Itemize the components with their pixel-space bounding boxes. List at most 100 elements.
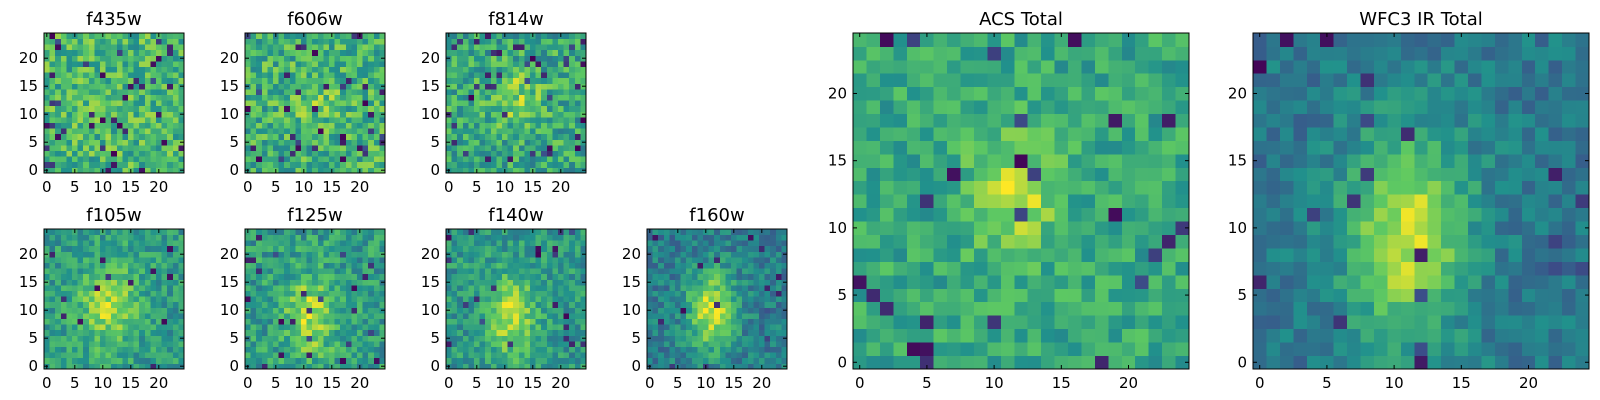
heatmap-cell xyxy=(250,318,257,325)
heatmap-cell xyxy=(574,346,581,353)
heatmap-cell xyxy=(323,285,330,291)
heatmap-cell xyxy=(574,257,581,263)
heatmap-cell xyxy=(66,285,73,291)
heatmap-cell xyxy=(55,273,62,280)
heatmap-cell xyxy=(496,145,503,151)
heatmap-cell xyxy=(256,251,263,258)
heatmap-cell xyxy=(256,318,263,325)
heatmap-cell xyxy=(446,301,452,308)
heatmap-cell xyxy=(580,234,587,241)
heatmap-cell xyxy=(530,150,536,157)
heatmap-cell xyxy=(100,346,106,353)
heatmap-cell xyxy=(462,38,469,45)
heatmap-cell xyxy=(334,94,341,101)
heatmap-cell xyxy=(340,83,347,90)
heatmap-cell xyxy=(334,167,341,174)
heatmap-cell xyxy=(100,105,106,112)
heatmap-cell xyxy=(686,273,693,280)
heatmap-cell xyxy=(323,145,330,151)
heatmap-cell xyxy=(552,318,559,325)
heatmap-cell xyxy=(172,245,179,252)
heatmap-cell xyxy=(267,66,274,73)
heatmap-cell xyxy=(686,257,693,263)
heatmap-cell xyxy=(105,296,112,303)
heatmap-cell xyxy=(446,352,452,359)
heatmap-cell xyxy=(150,262,157,269)
heatmap-cell xyxy=(122,335,129,342)
heatmap-cell xyxy=(703,352,709,359)
heatmap-cell xyxy=(490,133,497,140)
heatmap-cell xyxy=(323,329,330,336)
heatmap-cell xyxy=(161,290,168,297)
heatmap-cell xyxy=(507,133,514,140)
heatmap-cell xyxy=(351,167,358,174)
heatmap-cell xyxy=(267,229,274,235)
heatmap-cell xyxy=(524,324,531,331)
heatmap-cell xyxy=(569,301,576,308)
heatmap-cell xyxy=(334,296,341,303)
heatmap-cell xyxy=(100,49,106,56)
heatmap-cell xyxy=(150,245,157,252)
heatmap-cell xyxy=(373,346,380,353)
heatmap-cell xyxy=(306,296,313,303)
heatmap-cell xyxy=(546,167,553,174)
heatmap-cell xyxy=(663,234,670,241)
heatmap-cell xyxy=(507,83,514,90)
heatmap-cell xyxy=(663,357,670,364)
heatmap-cell xyxy=(714,307,721,314)
heatmap-cell xyxy=(541,341,548,347)
heatmap-cell xyxy=(156,290,162,297)
heatmap-cell xyxy=(44,313,50,319)
heatmap-cell xyxy=(731,335,737,342)
heatmap-cell xyxy=(111,324,118,331)
heatmap-cell xyxy=(161,61,168,67)
heatmap-cell xyxy=(479,145,486,151)
heatmap-cell xyxy=(72,100,78,107)
heatmap-cell xyxy=(295,100,302,107)
heatmap-cell xyxy=(289,245,296,252)
heatmap-cell xyxy=(172,357,179,364)
heatmap-cell xyxy=(973,301,988,316)
heatmap-cell xyxy=(563,111,570,118)
heatmap-cell xyxy=(172,117,179,123)
heatmap-cell xyxy=(524,89,531,95)
heatmap-cell xyxy=(312,357,319,364)
heatmap-cell xyxy=(1162,234,1176,249)
heatmap-cell xyxy=(161,296,168,303)
heatmap-cell xyxy=(161,307,168,314)
heatmap-cell xyxy=(317,357,324,364)
heatmap-cell xyxy=(479,285,486,291)
heatmap-cell xyxy=(55,44,62,51)
x-tick-label: 20 xyxy=(350,178,369,196)
heatmap-cell xyxy=(83,128,90,135)
heatmap-cell xyxy=(368,352,375,359)
heatmap-cell xyxy=(541,307,548,314)
heatmap-cell xyxy=(351,285,358,291)
heatmap-cell xyxy=(340,150,347,157)
heatmap-cell xyxy=(1014,261,1029,276)
heatmap-cell xyxy=(759,240,765,247)
heatmap-cell xyxy=(55,161,62,168)
heatmap-cell xyxy=(714,346,721,353)
heatmap-cell xyxy=(451,352,458,359)
heatmap-cell xyxy=(652,273,659,280)
heatmap-cell xyxy=(94,61,101,67)
heatmap-cell xyxy=(351,72,358,79)
heatmap-cell xyxy=(139,296,146,303)
heatmap-cell xyxy=(563,100,570,107)
heatmap-cell xyxy=(289,83,296,90)
heatmap-cell xyxy=(295,363,302,370)
heatmap-cell xyxy=(334,117,341,123)
heatmap-cell xyxy=(853,248,867,262)
heatmap-cell xyxy=(172,363,179,370)
heatmap-cell xyxy=(295,251,302,258)
heatmap-cell xyxy=(357,100,363,107)
heatmap-cell xyxy=(457,38,464,45)
heatmap-cell xyxy=(245,150,251,157)
heatmap-cell xyxy=(563,318,570,325)
heatmap-cell xyxy=(267,145,274,151)
axes-frame xyxy=(43,32,185,174)
heatmap-cell xyxy=(507,55,514,62)
heatmap-cell xyxy=(1014,342,1029,356)
heatmap-cell xyxy=(261,72,268,79)
